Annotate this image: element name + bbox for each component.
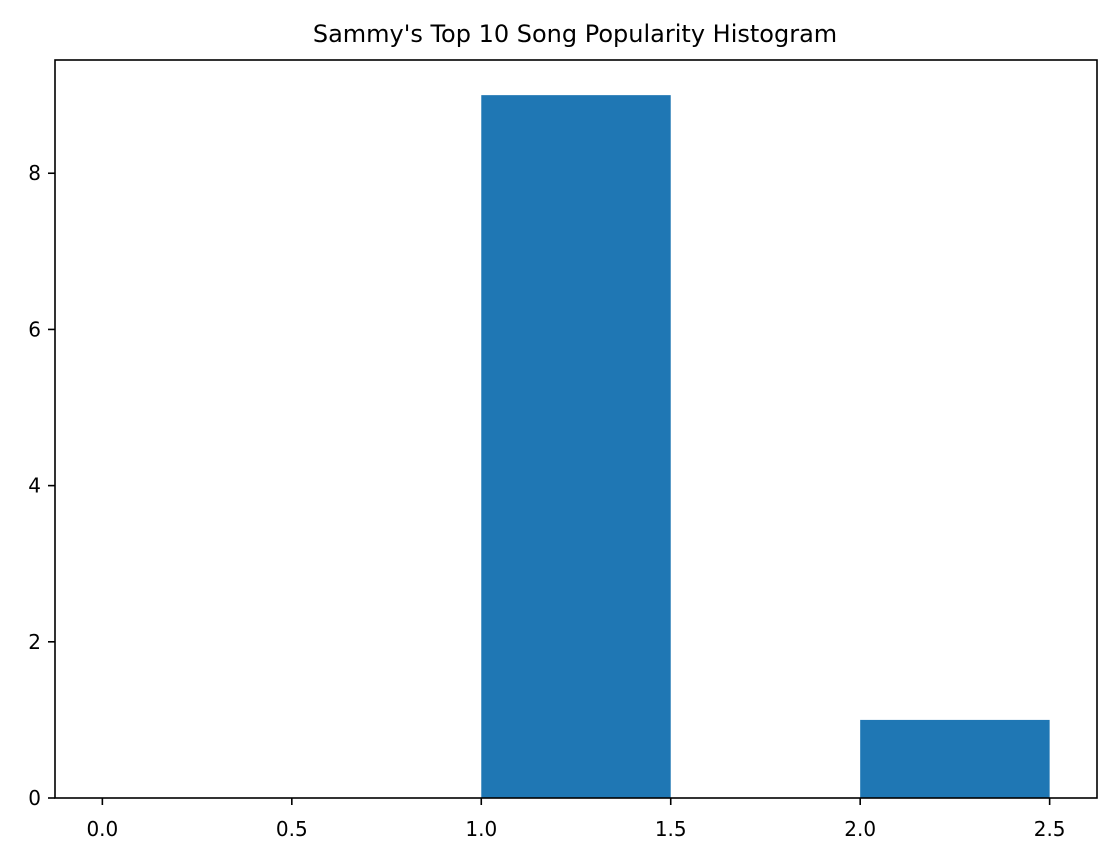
- plot-area-frame: [54, 59, 1098, 799]
- y-axis: 0 2 4 6 8: [28, 161, 55, 810]
- bars-layer: [481, 95, 1050, 798]
- x-tick-label: 1.5: [655, 817, 687, 841]
- chart-title: Sammy's Top 10 Song Popularity Histogram: [313, 20, 837, 48]
- histogram-bar-2: [481, 95, 671, 798]
- x-tick-label: 0.5: [276, 817, 308, 841]
- x-tick-label: 2.5: [1034, 817, 1066, 841]
- x-axis: 0.0 0.5 1.0 1.5 2.0 2.5: [86, 798, 1066, 841]
- y-tick-label: 0: [28, 786, 41, 810]
- y-tick-label: 4: [28, 474, 41, 498]
- y-tick-label: 8: [28, 161, 41, 185]
- x-tick-label: 1.0: [465, 817, 497, 841]
- histogram-bar-4: [860, 719, 1050, 798]
- x-tick-label: 0.0: [86, 817, 118, 841]
- y-tick-label: 6: [28, 317, 41, 341]
- y-tick-label: 2: [28, 630, 41, 654]
- x-tick-label: 2.0: [844, 817, 876, 841]
